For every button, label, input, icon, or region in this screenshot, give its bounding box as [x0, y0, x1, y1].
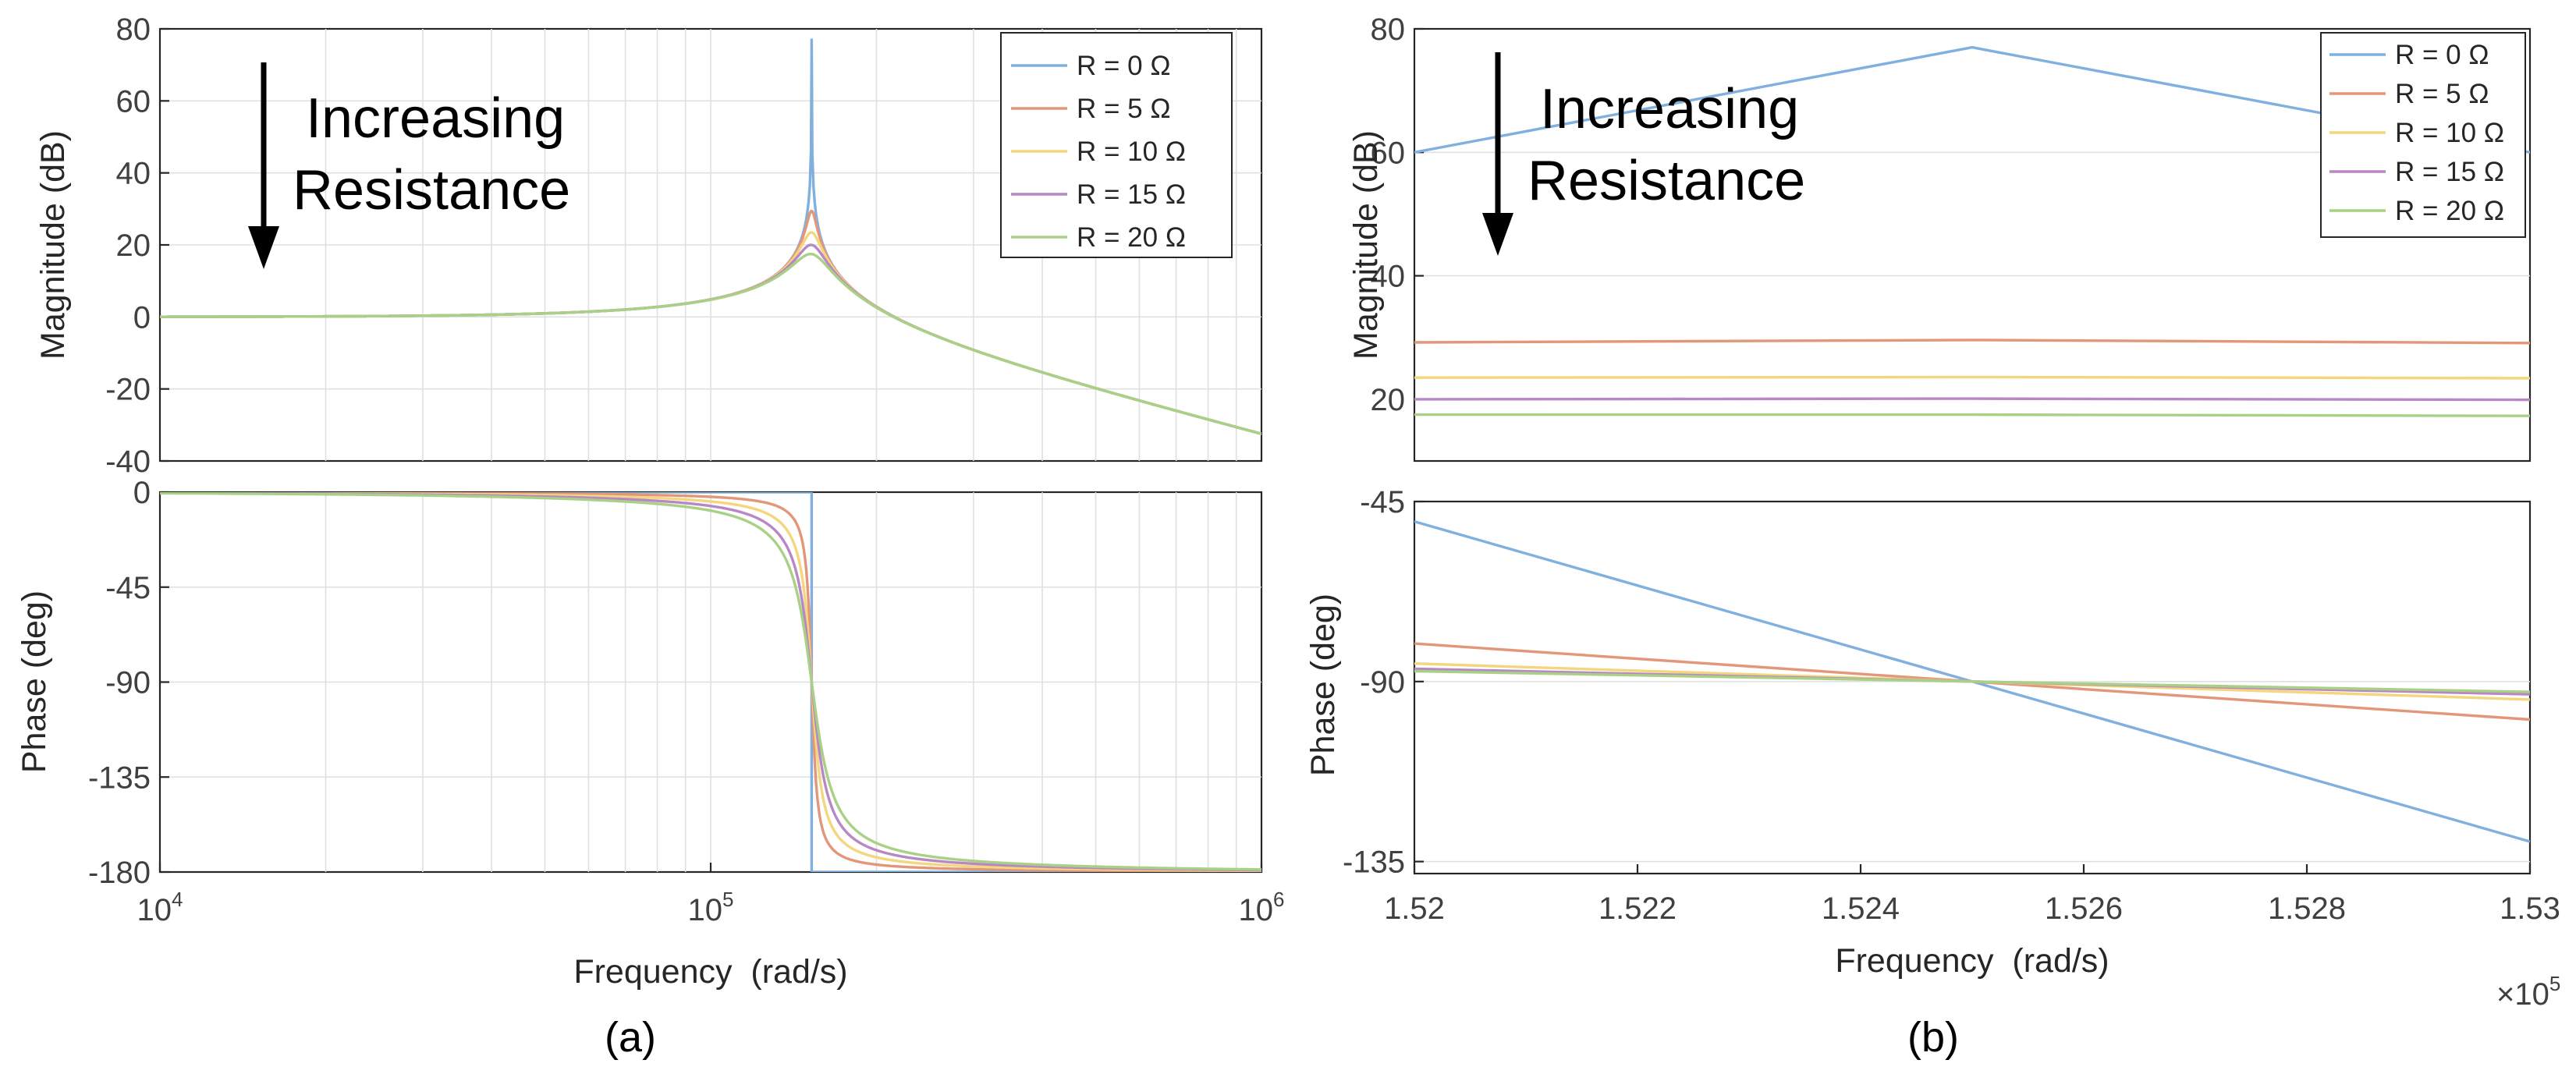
- annotation-arrow: [248, 62, 279, 269]
- legend-box: [1000, 32, 1233, 258]
- legend-label: R = 10 Ω: [2395, 118, 2504, 148]
- legend-label: R = 5 Ω: [1077, 94, 1171, 124]
- y-tick-label: -90: [105, 666, 151, 700]
- legend-label: R = 5 Ω: [2395, 79, 2489, 109]
- y-axis-label: Phase (deg): [16, 590, 53, 773]
- legend-item: R = 10 Ω: [2329, 118, 2504, 148]
- y-tick-label: -180: [88, 856, 151, 890]
- x-tick-label: 104: [137, 888, 183, 927]
- annotation-line1: Increasing: [306, 87, 565, 150]
- x-axis-label: Frequency (rad/s): [573, 953, 847, 991]
- annotation-line2: Resistance: [1528, 150, 1805, 212]
- x-multiplier: ×105: [2496, 972, 2560, 1012]
- legend-label: R = 15 Ω: [2395, 157, 2504, 187]
- y-tick-label: 40: [116, 157, 151, 191]
- series-line-4: [160, 253, 1261, 435]
- y-tick-label: 20: [1371, 383, 1406, 417]
- y-tick-label: -45: [105, 571, 151, 605]
- x-tick-label: 1.522: [1598, 892, 1677, 926]
- legend-label: R = 0 Ω: [2395, 40, 2489, 70]
- series-line-2: [1414, 375, 2530, 380]
- y-tick-label: 60: [1371, 136, 1406, 170]
- x-tick-label: 106: [1239, 888, 1285, 927]
- x-tick-label: 1.524: [1822, 892, 1900, 926]
- y-axis-label: Magnitude (dB): [1347, 130, 1385, 360]
- caption-a: (a): [605, 1014, 656, 1061]
- y-tick-label: 0: [133, 476, 151, 510]
- x-tick-label: 1.526: [2045, 892, 2123, 926]
- y-axis-label: Magnitude (dB): [34, 130, 72, 360]
- tick-labels: 80 60 40 20: [1371, 12, 1424, 417]
- annotation-arrow: [1482, 52, 1513, 256]
- series-line-1: [1414, 339, 2530, 345]
- y-tick-label: -20: [105, 373, 151, 407]
- x-tick-label: 105: [688, 888, 734, 927]
- gridlines: [160, 492, 1261, 872]
- y-tick-label: 0: [133, 300, 151, 335]
- y-tick-label: -135: [88, 760, 151, 795]
- annotation-line2: Resistance: [293, 159, 570, 222]
- series-line-4: [160, 492, 1261, 871]
- legend-label: R = 20 Ω: [2395, 196, 2504, 226]
- y-tick-label: 80: [116, 12, 151, 47]
- tick-labels: -45 -90 -135 1.52 1.522 1.524 1.526 1.528 1.53: [1343, 485, 2560, 926]
- x-tick-label: 1.52: [1384, 892, 1445, 926]
- legend-item: R = 0 Ω: [2329, 40, 2489, 70]
- legend-item: R = 15 Ω: [2329, 157, 2504, 187]
- panel-b-phase: -45 -90 -135 1.52 1.522 1.524 1.526 1.528 1.53 P…: [1304, 485, 2560, 1012]
- x-axis-label: Frequency (rad/s): [1835, 942, 2109, 980]
- caption-b: (b): [1907, 1014, 1959, 1061]
- legend-label: R = 0 Ω: [1077, 51, 1171, 81]
- legend-item: R = 20 Ω: [1011, 222, 1186, 253]
- legend-item: R = 15 Ω: [1011, 179, 1186, 210]
- legend: R = 0 Ω R = 5 Ω R = 10 Ω R = 15 Ω R = 20 Ω: [1000, 32, 1233, 258]
- series-lines: [160, 38, 1261, 435]
- y-tick-label: 80: [1371, 12, 1406, 47]
- annotation-line1: Increasing: [1540, 78, 1799, 140]
- legend: R = 0 Ω R = 5 Ω R = 10 Ω R = 15 Ω R = 20 Ω: [2320, 32, 2526, 238]
- legend-label: R = 15 Ω: [1077, 179, 1186, 210]
- y-tick-label: 20: [116, 229, 151, 263]
- x-tick-label: 1.528: [2268, 892, 2346, 926]
- y-tick-label: -90: [1360, 665, 1405, 700]
- series-lines: [160, 492, 1261, 872]
- y-tick-label: 60: [116, 84, 151, 119]
- legend-box: [2320, 32, 2526, 238]
- legend-item: R = 0 Ω: [1011, 51, 1171, 81]
- legend-label: R = 10 Ω: [1077, 136, 1186, 167]
- series-lines: [1414, 519, 2530, 843]
- series-line-4: [1414, 669, 2530, 693]
- y-tick-label: 40: [1371, 260, 1406, 294]
- panel-b-magnitude: 80 60 40 20 Magnitude (dB) Increasing Resis…: [1347, 12, 2532, 463]
- tick-labels: 80 60 40 20 0 -20 -40: [105, 12, 169, 479]
- legend-item: R = 20 Ω: [2329, 196, 2504, 226]
- x-tick-label: 1.53: [2500, 892, 2560, 926]
- legend-item: R = 5 Ω: [2329, 79, 2489, 109]
- y-tick-label: -135: [1343, 845, 1405, 880]
- y-axis-label: Phase (deg): [1304, 594, 1342, 776]
- y-tick-label: -40: [105, 445, 151, 479]
- panel-a-magnitude: 80 60 40 20 0 -20 -40 Magnitude (dB) Increasin…: [34, 12, 1263, 479]
- legend-label: R = 20 Ω: [1077, 222, 1186, 253]
- legend-item: R = 5 Ω: [1011, 94, 1171, 124]
- legend-item: R = 10 Ω: [1011, 136, 1186, 167]
- series-line-4: [1414, 413, 2530, 417]
- y-tick-label: -45: [1360, 485, 1405, 519]
